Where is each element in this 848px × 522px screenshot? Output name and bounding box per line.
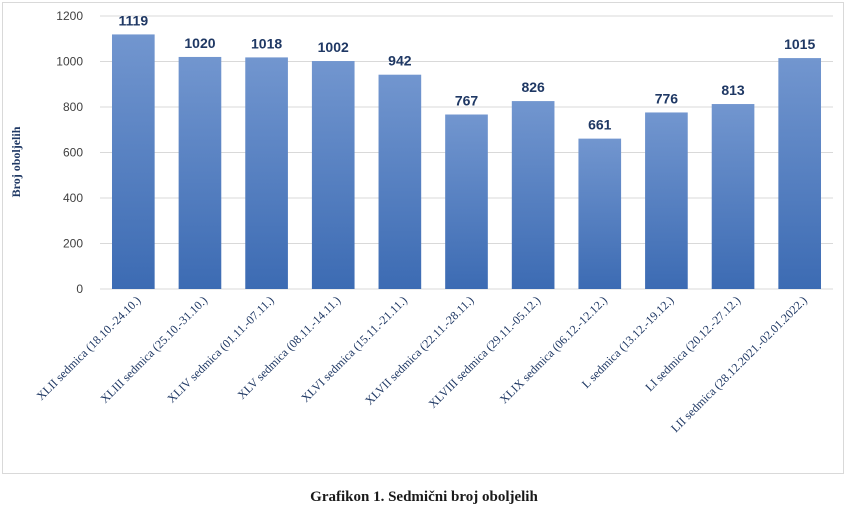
bar — [311, 61, 355, 289]
x-axis-labels: XLII sedmica (18.10.-24.10.)XLIII sedmic… — [34, 293, 810, 435]
chart-caption: Grafikon 1. Sedmični broj oboljelih — [310, 489, 538, 505]
y-tick-label: 1000 — [56, 55, 83, 69]
y-tick-label: 0 — [76, 282, 83, 296]
x-category-label: XLIX sedmica (06.12.-12.12.) — [497, 293, 610, 406]
data-labels: 1119 1020 1018 1002 942 767 826 661 776 813 1015 — [119, 12, 816, 132]
data-label: 1002 — [318, 39, 349, 55]
data-label: 1119 — [119, 12, 149, 28]
x-category-label: XLVII sedmica (22.11.-28.11.) — [362, 293, 477, 408]
bar — [445, 114, 488, 289]
x-category-label: XLVI sedmica (15.11.-21.11.) — [298, 293, 410, 405]
data-label: 776 — [655, 90, 679, 106]
bar — [178, 56, 222, 290]
bar — [778, 58, 822, 290]
x-category-label: XLIV sedmica (01.11.-07.11.) — [164, 293, 276, 405]
y-axis-title: Broj oboljelih — [9, 126, 23, 197]
y-tick-label: 400 — [63, 191, 83, 205]
y-tick-label: 600 — [63, 146, 83, 160]
data-label: 942 — [388, 53, 412, 69]
y-tick-label: 800 — [63, 100, 83, 114]
bar-chart: 0 200 400 600 800 1000 1200 1119 1020 1018 1002 94… — [9, 9, 833, 435]
bar — [111, 34, 155, 289]
bar — [245, 57, 288, 289]
bar — [511, 101, 555, 290]
y-tick-label: 1200 — [56, 9, 83, 23]
data-label: 1015 — [784, 36, 815, 52]
bar — [378, 74, 422, 289]
data-label: 661 — [588, 117, 612, 133]
data-label: 826 — [521, 79, 545, 95]
bar — [578, 138, 622, 289]
x-category-label: XLVIII sedmica (29.11.-05.12.) — [426, 293, 544, 411]
data-label: 767 — [455, 93, 479, 109]
y-axis-ticks: 0 200 400 600 800 1000 1200 — [56, 9, 83, 296]
x-category-label: XLII sedmica (18.10.-24.10.) — [34, 293, 144, 403]
gridlines — [100, 15, 833, 290]
data-label: 1020 — [184, 35, 215, 51]
bar — [645, 112, 688, 290]
bar — [711, 104, 755, 289]
x-category-label: LII sedmica (28.12.2021.-02.01.2022.) — [668, 293, 810, 435]
bars — [111, 34, 822, 290]
x-category-label: XLIII sedmica (25.10.-31.10.) — [97, 293, 210, 406]
y-tick-label: 200 — [63, 237, 83, 251]
data-label: 1018 — [251, 35, 282, 51]
data-label: 813 — [721, 82, 745, 98]
